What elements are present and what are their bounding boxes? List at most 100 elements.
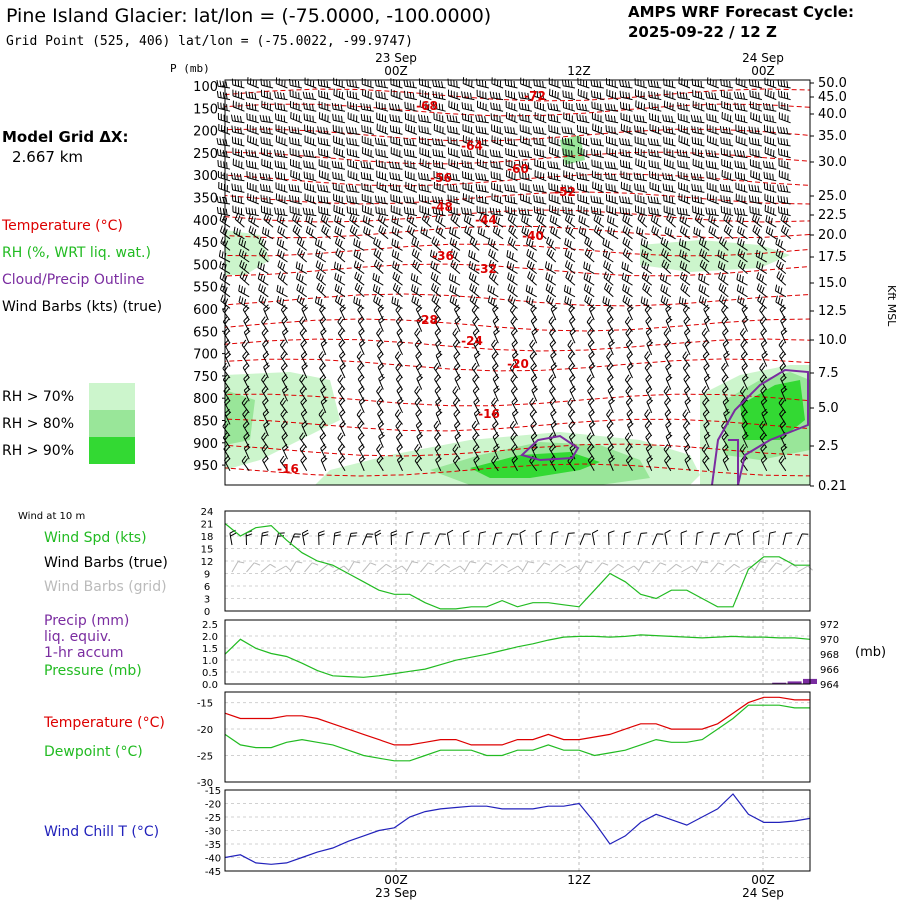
wind-barb — [395, 362, 403, 379]
wind-barb — [588, 350, 595, 367]
wind-barb — [433, 112, 446, 124]
wind-barb — [511, 408, 519, 425]
wind-barb — [414, 455, 423, 472]
wind-barb — [698, 295, 710, 309]
wind-barb — [588, 408, 595, 425]
wind-barb — [337, 385, 346, 402]
wind-barb — [720, 78, 734, 89]
precip-axes: 2.52.01.51.00.50.0 972 970 968 966 964 — [202, 620, 839, 691]
wind-barb — [620, 170, 633, 182]
wind-barb — [358, 385, 365, 402]
wind-barb — [676, 91, 691, 101]
wind-barb — [759, 316, 768, 332]
wind-barb — [722, 455, 730, 472]
wind-barb — [664, 397, 672, 414]
wind-barb — [377, 350, 384, 367]
wind-barb — [448, 89, 461, 101]
wind-barb — [461, 160, 475, 170]
time-date-label: 23 Sep — [375, 51, 417, 65]
wind-barb — [462, 113, 475, 124]
wind-barb — [435, 350, 443, 367]
wind-barb-10m — [695, 531, 704, 546]
wind-barb — [418, 114, 432, 124]
wind-barb — [510, 385, 518, 402]
wind-barb — [504, 184, 518, 193]
wind-barb-10m — [550, 531, 559, 546]
wind-barb — [421, 213, 432, 228]
wind-barb — [587, 339, 595, 356]
wind-barb — [505, 89, 518, 101]
wind-barb — [682, 351, 691, 367]
wind-barb — [461, 91, 475, 101]
wind-chill-line — [224, 793, 811, 865]
wind-barb — [276, 214, 288, 228]
wind-barb — [261, 158, 274, 170]
bottom-date-label: 23 Sep — [375, 886, 417, 900]
wind-barb — [392, 271, 403, 286]
wind-barb — [434, 327, 442, 344]
height-tick: 50.0 — [818, 76, 847, 91]
wind-barb — [392, 260, 403, 275]
wind-barb-grid — [405, 561, 419, 573]
wind-barb — [750, 112, 763, 124]
wind-barb — [722, 385, 729, 402]
wind-barb — [593, 213, 605, 228]
wind-barb — [492, 304, 499, 321]
wind-barb — [577, 204, 590, 217]
wind-barb — [431, 283, 442, 298]
wind-tick: 21 — [201, 520, 214, 531]
wind-barb-10m — [446, 529, 454, 546]
wind-barb — [476, 194, 489, 205]
wind-barb — [723, 224, 734, 240]
wind-barb — [452, 444, 461, 460]
pressure-tick: 400 — [193, 214, 218, 229]
wind-barb — [779, 408, 787, 425]
wind-barb-grid — [304, 562, 319, 573]
wind-barb — [347, 170, 360, 182]
wind-barb — [477, 100, 489, 112]
wind-barb — [708, 225, 720, 240]
wind-barb — [568, 374, 576, 390]
wind-barb — [780, 443, 788, 460]
wind-barb — [373, 259, 384, 274]
wind-barb-10m — [347, 532, 358, 546]
wind-barb — [231, 114, 245, 124]
wind-barb — [736, 284, 748, 298]
wind-barb — [317, 137, 331, 147]
wind-barb — [694, 213, 705, 228]
wind-barb — [588, 420, 596, 437]
wind-barb — [602, 296, 614, 309]
wind-barb — [277, 249, 288, 263]
wind-barb — [378, 432, 385, 448]
temperature-contour-label: -68 — [416, 99, 438, 113]
wind-barbs-grid — [216, 77, 791, 472]
wind-barb — [635, 158, 648, 170]
wind-barb — [651, 225, 662, 240]
wind-barb — [504, 126, 518, 135]
wind-barb — [454, 432, 462, 448]
wind-barb — [603, 282, 614, 298]
wind-barb — [475, 114, 489, 124]
wind-barb — [376, 112, 389, 124]
wind-barb — [584, 294, 595, 309]
wind-barb — [721, 316, 729, 332]
temperature-contour — [224, 338, 811, 352]
wind-barb — [505, 159, 518, 170]
wind-barb — [477, 158, 489, 170]
wind-barb — [569, 385, 577, 402]
wind-barb — [449, 248, 461, 263]
temperature-line — [224, 696, 810, 746]
wind-barb-10m — [637, 532, 648, 546]
wind-barb-10m — [420, 532, 430, 546]
wind-barb — [245, 149, 259, 159]
wind-barb — [606, 78, 619, 89]
wind-barb — [242, 351, 250, 367]
wind-barb — [404, 159, 418, 170]
wind-barb — [280, 304, 288, 321]
wind-barb — [692, 158, 705, 170]
wind-barb — [641, 249, 652, 263]
height-tick: 7.5 — [818, 366, 839, 381]
wind-barb — [318, 206, 331, 217]
wind-barb — [721, 304, 729, 321]
height-tick: 22.5 — [818, 208, 847, 223]
